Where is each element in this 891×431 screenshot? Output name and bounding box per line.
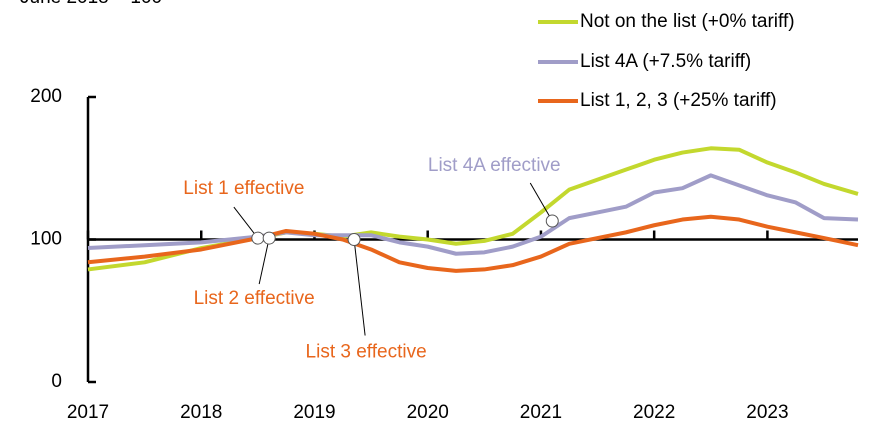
annotation-leader [258,237,270,285]
annotation-label: List 2 effective [194,288,315,309]
y-tick-label: 200 [30,86,62,107]
annotation-label: List 3 effective [306,342,427,363]
annotation-leader [353,239,366,336]
annotation-marker [251,231,265,245]
annotation-marker [262,231,276,245]
annotation-label: List 4A effective [428,155,561,176]
annotation-leader [233,206,259,239]
x-tick-label: 2021 [520,402,562,423]
x-tick-label: 2020 [407,402,449,423]
x-tick-label: 2017 [67,402,109,423]
x-tick-label: 2023 [746,402,788,423]
legend-label: Not on the list (+0% tariff) [580,11,795,32]
x-tick-label: 2022 [633,402,675,423]
chart-subtitle: June 2018 = 100 [20,0,162,8]
annotation-leader [529,182,553,222]
legend-label: List 1, 2, 3 (+25% tariff) [580,90,777,111]
annotation-marker [347,233,361,246]
y-tick-label: 100 [30,229,62,250]
x-tick-label: 2018 [180,402,222,423]
x-tick-label: 2019 [293,402,335,423]
annotation-marker [545,214,559,228]
y-tick-label: 0 [51,371,62,392]
series-line [87,214,859,273]
legend-label: List 4A (+7.5% tariff) [580,51,751,72]
annotation-label: List 1 effective [183,178,304,199]
